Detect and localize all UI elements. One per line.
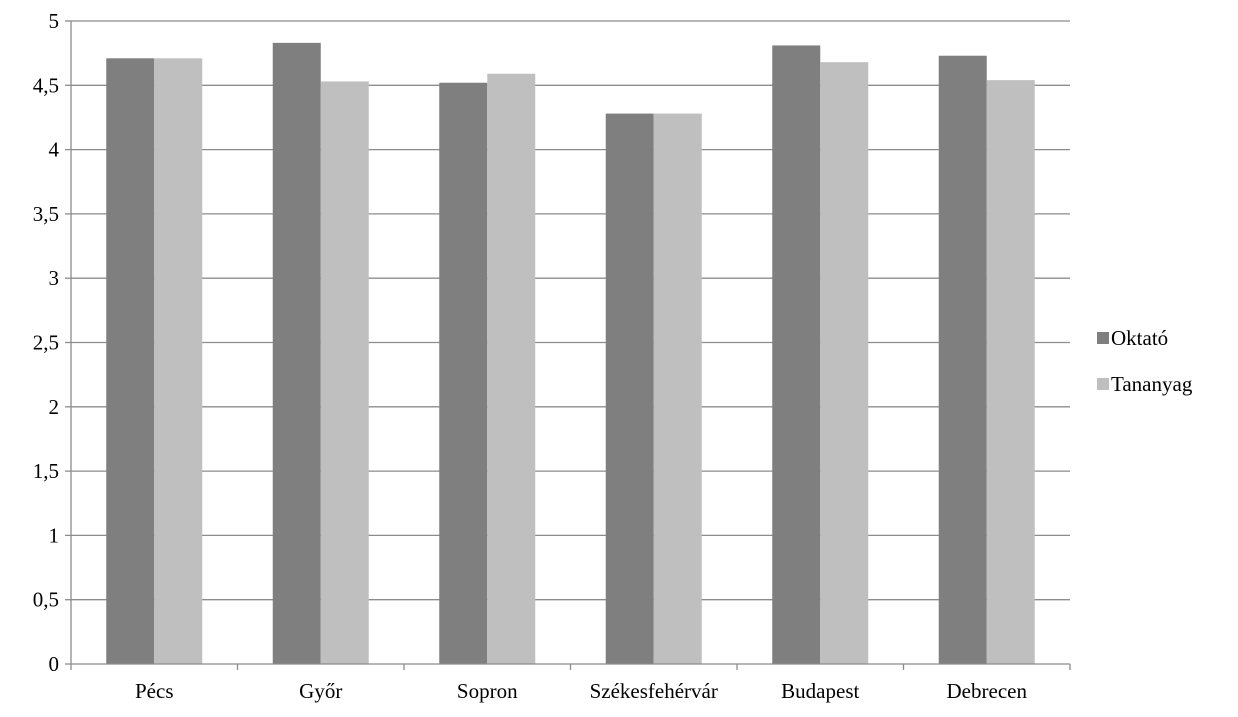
bar-tananyag	[986, 80, 1035, 664]
x-tick-label: Debrecen	[947, 679, 1028, 703]
legend-swatch	[1097, 378, 1109, 390]
x-tick-label: Budapest	[781, 679, 859, 703]
bar-oktat-	[106, 58, 155, 664]
x-tick-label: Sopron	[457, 679, 518, 703]
bar-tananyag	[320, 81, 369, 664]
bar-tananyag	[653, 113, 702, 665]
y-tick-label: 4,5	[33, 73, 59, 97]
legend-label: Tananyag	[1111, 372, 1193, 396]
y-tick-label: 2	[49, 395, 60, 419]
y-tick-label: 1,5	[33, 459, 59, 483]
axes: 0 0,5 1 1,5 2 2,5 3 3,5 4 4,5 5 Pécs Győr Sopron Széke…	[33, 9, 1071, 703]
bar-oktat-	[772, 45, 821, 664]
y-tick-label: 5	[49, 9, 60, 33]
y-tick-label: 3	[49, 266, 60, 290]
legend-swatch	[1097, 332, 1109, 344]
bar-oktat-	[605, 113, 654, 665]
x-tick-label: Székesfehérvár	[590, 679, 718, 703]
gridlines	[71, 20, 1070, 601]
bar-oktat-	[272, 42, 321, 664]
bar-oktat-	[938, 55, 987, 665]
bar-oktat-	[439, 82, 488, 664]
x-tick-label: Pécs	[135, 679, 174, 703]
legend-label: Oktató	[1111, 326, 1168, 350]
y-tick-label: 3,5	[33, 202, 59, 226]
bar-tananyag	[487, 73, 536, 664]
y-tick-label: 0,5	[33, 588, 59, 612]
bar-tananyag	[154, 58, 203, 664]
y-tick-label: 0	[49, 652, 60, 676]
x-tick-label: Győr	[299, 679, 342, 703]
bars	[106, 42, 1035, 665]
legend: Oktató Tananyag	[1097, 326, 1193, 396]
y-tick-label: 4	[49, 138, 60, 162]
y-tick-label: 1	[49, 523, 60, 547]
y-tick-label: 2,5	[33, 331, 59, 355]
bar-tananyag	[820, 62, 869, 665]
